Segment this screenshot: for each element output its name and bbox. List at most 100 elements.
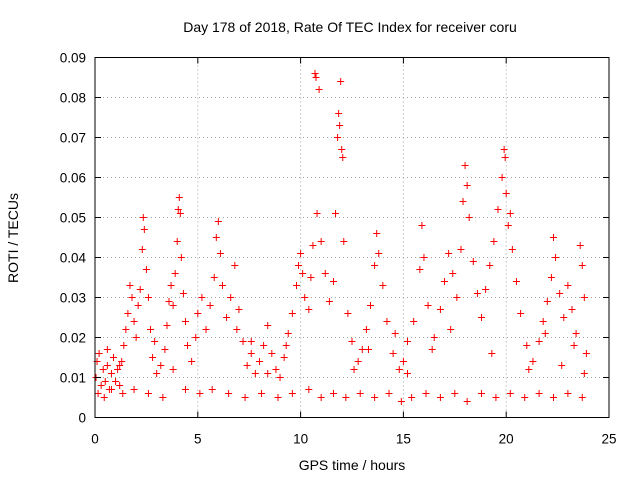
data-point <box>371 262 379 269</box>
axis-ticks: 0 5 10 15 20 25 0 0.01 0.02 0.03 0.04 0.05 0.06 0.07 0… <box>60 51 617 447</box>
data-point <box>280 354 288 361</box>
data-point <box>239 338 247 345</box>
data-point <box>181 386 189 393</box>
data-point <box>184 342 192 349</box>
data-point <box>430 334 438 341</box>
data-point <box>494 206 502 213</box>
data-point <box>130 318 138 325</box>
data-point <box>313 210 321 217</box>
data-point <box>157 362 165 369</box>
data-point <box>356 390 364 397</box>
data-point <box>225 390 233 397</box>
data-point <box>167 282 175 289</box>
x-axis-label: GPS time / hours <box>299 457 406 473</box>
x-tick-label: 25 <box>601 432 616 447</box>
data-point <box>132 334 140 341</box>
data-point <box>305 306 313 313</box>
data-point <box>449 270 457 277</box>
data-point <box>177 254 185 261</box>
data-point <box>202 326 210 333</box>
y-tick-label: 0.03 <box>60 291 86 306</box>
data-point <box>461 162 469 169</box>
data-point <box>243 362 251 369</box>
data-point <box>445 250 453 257</box>
data-point <box>473 290 481 297</box>
data-point <box>147 326 155 333</box>
data-point <box>218 282 226 289</box>
data-point <box>501 154 509 161</box>
data-point <box>116 362 124 369</box>
data-point <box>525 366 533 373</box>
data-point <box>188 358 196 365</box>
data-point <box>295 262 303 269</box>
data-point <box>212 234 220 241</box>
data-point <box>165 298 173 305</box>
y-tick-label: 0.09 <box>60 51 86 66</box>
data-point <box>139 214 147 221</box>
data-point <box>560 314 568 321</box>
data-point <box>541 330 549 337</box>
data-point <box>535 338 543 345</box>
data-point <box>231 262 239 269</box>
data-point <box>578 262 586 269</box>
data-point <box>282 342 290 349</box>
data-point <box>410 318 418 325</box>
data-point <box>332 210 340 217</box>
data-point <box>344 310 352 317</box>
data-point <box>463 182 471 189</box>
data-point <box>504 222 512 229</box>
data-point <box>124 310 132 317</box>
data-point <box>299 270 307 277</box>
y-tick-label: 0.07 <box>60 131 86 146</box>
data-point <box>151 338 159 345</box>
data-point <box>95 350 103 357</box>
data-point <box>418 222 426 229</box>
data-point <box>315 86 323 93</box>
data-point <box>549 394 557 401</box>
data-point <box>241 394 249 401</box>
data-point <box>120 342 128 349</box>
data-point <box>122 326 130 333</box>
data-point <box>337 78 345 85</box>
x-tick-label: 0 <box>91 432 99 447</box>
data-point <box>103 362 111 369</box>
data-point <box>379 282 387 289</box>
data-point <box>354 358 362 365</box>
data-point <box>547 274 555 281</box>
data-point <box>142 266 150 273</box>
data-point <box>508 246 516 253</box>
data-point <box>486 262 494 269</box>
data-point <box>385 390 393 397</box>
data-point <box>161 346 169 353</box>
data-point <box>340 238 348 245</box>
data-point <box>138 246 146 253</box>
data-point <box>549 234 557 241</box>
data-point <box>235 306 243 313</box>
data-point <box>118 358 126 365</box>
data-point <box>572 330 580 337</box>
data-point <box>373 230 381 237</box>
data-point <box>251 370 259 377</box>
data-point <box>274 394 282 401</box>
data-point <box>552 254 560 261</box>
data-point <box>451 390 459 397</box>
data-point <box>453 294 461 301</box>
data-point <box>517 310 525 317</box>
data-point <box>436 394 444 401</box>
data-point <box>198 294 206 301</box>
data-point <box>334 134 342 141</box>
data-point <box>268 350 276 357</box>
data-point <box>463 398 471 405</box>
data-point <box>216 250 224 257</box>
data-point <box>383 318 391 325</box>
data-point <box>134 302 142 309</box>
data-point <box>311 70 319 77</box>
data-point <box>339 154 347 161</box>
data-point <box>103 346 111 353</box>
data-point <box>576 242 584 249</box>
data-point <box>288 390 296 397</box>
data-point <box>543 298 551 305</box>
data-point <box>169 302 177 309</box>
data-point <box>490 238 498 245</box>
